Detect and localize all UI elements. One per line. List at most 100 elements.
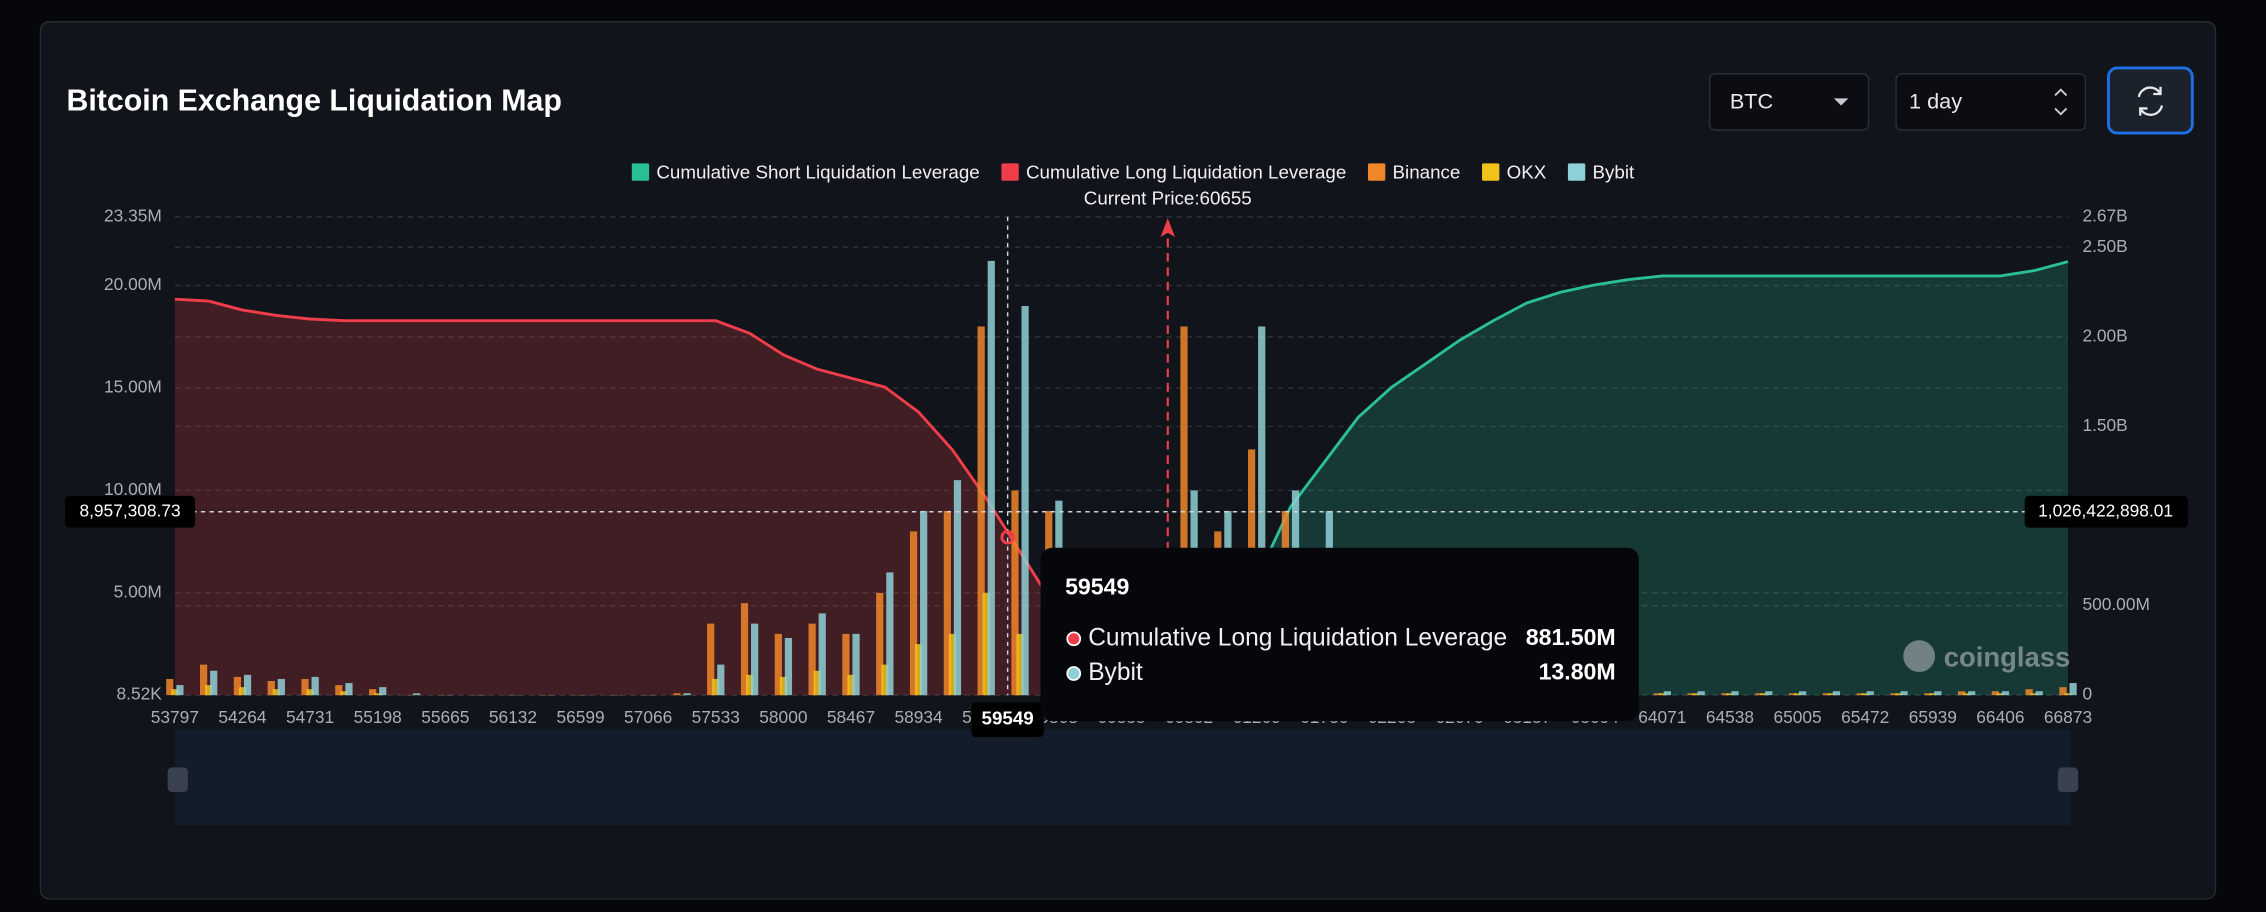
bar xyxy=(233,676,242,696)
refresh-icon xyxy=(2137,86,2164,116)
refresh-icon xyxy=(2139,86,2162,116)
select-box[interactable] xyxy=(1895,73,2087,131)
bar xyxy=(909,531,918,696)
data-zoom[interactable] xyxy=(167,729,2079,826)
bar xyxy=(1692,693,1700,696)
bar xyxy=(166,678,174,696)
bar xyxy=(1016,633,1024,696)
y-tick-label: 20.00M xyxy=(104,274,162,294)
tooltip-box xyxy=(1040,547,1639,722)
bar xyxy=(1687,693,1695,696)
bar xyxy=(751,623,759,696)
crosshair-x-label: 59549 xyxy=(982,708,1034,729)
legend-label: Cumulative Long Liquidation Leverage xyxy=(1026,161,1346,182)
x-tick-label: 55198 xyxy=(354,707,402,727)
bar xyxy=(199,664,208,696)
bar xyxy=(1827,693,1835,696)
zoom-handle[interactable] xyxy=(167,767,188,792)
bar xyxy=(842,633,850,696)
bar xyxy=(1799,691,1807,696)
bar xyxy=(784,637,793,696)
zoom-handle[interactable] xyxy=(2057,767,2079,792)
bar xyxy=(345,683,353,696)
range-select[interactable]: 1 day xyxy=(1895,73,2087,131)
bar xyxy=(948,633,957,696)
y2-tick-label: 2.50B xyxy=(2082,236,2127,256)
bar xyxy=(1832,691,1841,696)
coin-select[interactable]: BTC xyxy=(1708,73,1870,131)
bar xyxy=(673,693,681,696)
x-tick-label: 54731 xyxy=(286,707,334,727)
bar xyxy=(740,603,749,696)
tooltip-title: 59549 xyxy=(1065,573,1129,599)
bar xyxy=(369,689,377,696)
bar xyxy=(335,685,343,696)
bar xyxy=(1721,693,1729,696)
bar xyxy=(1793,693,1802,696)
bar xyxy=(171,689,179,696)
zoom-area[interactable] xyxy=(174,729,2071,826)
watermark: coinglass xyxy=(1944,641,2071,672)
caret xyxy=(1833,98,1849,106)
bar xyxy=(412,693,421,696)
legend-label: Binance xyxy=(1393,161,1461,182)
bar xyxy=(717,664,725,696)
select-text[interactable]: BTC xyxy=(1730,88,1773,113)
bar xyxy=(707,623,715,696)
bar xyxy=(818,613,826,696)
crosshair-y2-label: 1,026,422,898.01 xyxy=(2038,500,2173,520)
bar xyxy=(205,685,213,696)
line xyxy=(1188,260,2069,670)
select-box[interactable] xyxy=(1708,73,1870,131)
bar xyxy=(2069,683,2077,696)
bar xyxy=(1760,693,1768,696)
select-text[interactable]: 1 day xyxy=(1909,88,1962,113)
bar xyxy=(779,676,787,696)
bar xyxy=(340,691,348,696)
spinner xyxy=(2054,88,2068,116)
x-tick-label: 53797 xyxy=(151,707,199,727)
bar xyxy=(1021,305,1029,696)
bar xyxy=(876,592,884,696)
x-tick-label: 65005 xyxy=(1773,707,1821,727)
legend-label: Bybit xyxy=(1592,161,1635,182)
bar xyxy=(2059,687,2067,696)
current-price-arrow xyxy=(1160,218,1175,238)
legend-swatch xyxy=(1001,163,1019,181)
hover-marker xyxy=(1000,530,1015,545)
bar xyxy=(301,678,309,696)
bar xyxy=(2001,691,2010,696)
bar xyxy=(982,592,990,696)
legend-label: OKX xyxy=(1507,161,1547,182)
bar xyxy=(1900,691,1908,696)
tooltip-value: 13.80M xyxy=(1539,659,1616,685)
refresh-button[interactable] xyxy=(2107,66,2194,135)
legend-swatch xyxy=(1567,163,1586,181)
bar xyxy=(210,670,218,696)
bar xyxy=(1653,693,1661,696)
bar xyxy=(712,678,720,696)
button-box[interactable] xyxy=(2107,66,2194,135)
chart-title: Bitcoin Exchange Liquidation Map xyxy=(66,85,561,118)
bar xyxy=(1924,693,1932,696)
bar xyxy=(1991,691,1999,696)
y2-tick-label: 2.00B xyxy=(2082,325,2127,345)
bar xyxy=(1929,693,1937,696)
current-price-value: 60655 xyxy=(1200,187,1252,208)
overlay: Current Price:60655 8,957,308.73 1,026,422… xyxy=(65,187,2188,738)
bar xyxy=(1957,691,1966,696)
bar xyxy=(774,633,782,696)
x-tick-label: 58000 xyxy=(759,707,807,727)
bar xyxy=(272,689,280,696)
bar xyxy=(1962,693,1971,696)
bar xyxy=(1866,691,1874,696)
y-tick-label: 5.00M xyxy=(114,581,162,601)
bar xyxy=(1731,691,1739,696)
bar xyxy=(1755,693,1763,696)
bar xyxy=(987,260,995,696)
bar xyxy=(943,510,951,696)
bar xyxy=(683,693,691,696)
bar xyxy=(2025,689,2033,696)
